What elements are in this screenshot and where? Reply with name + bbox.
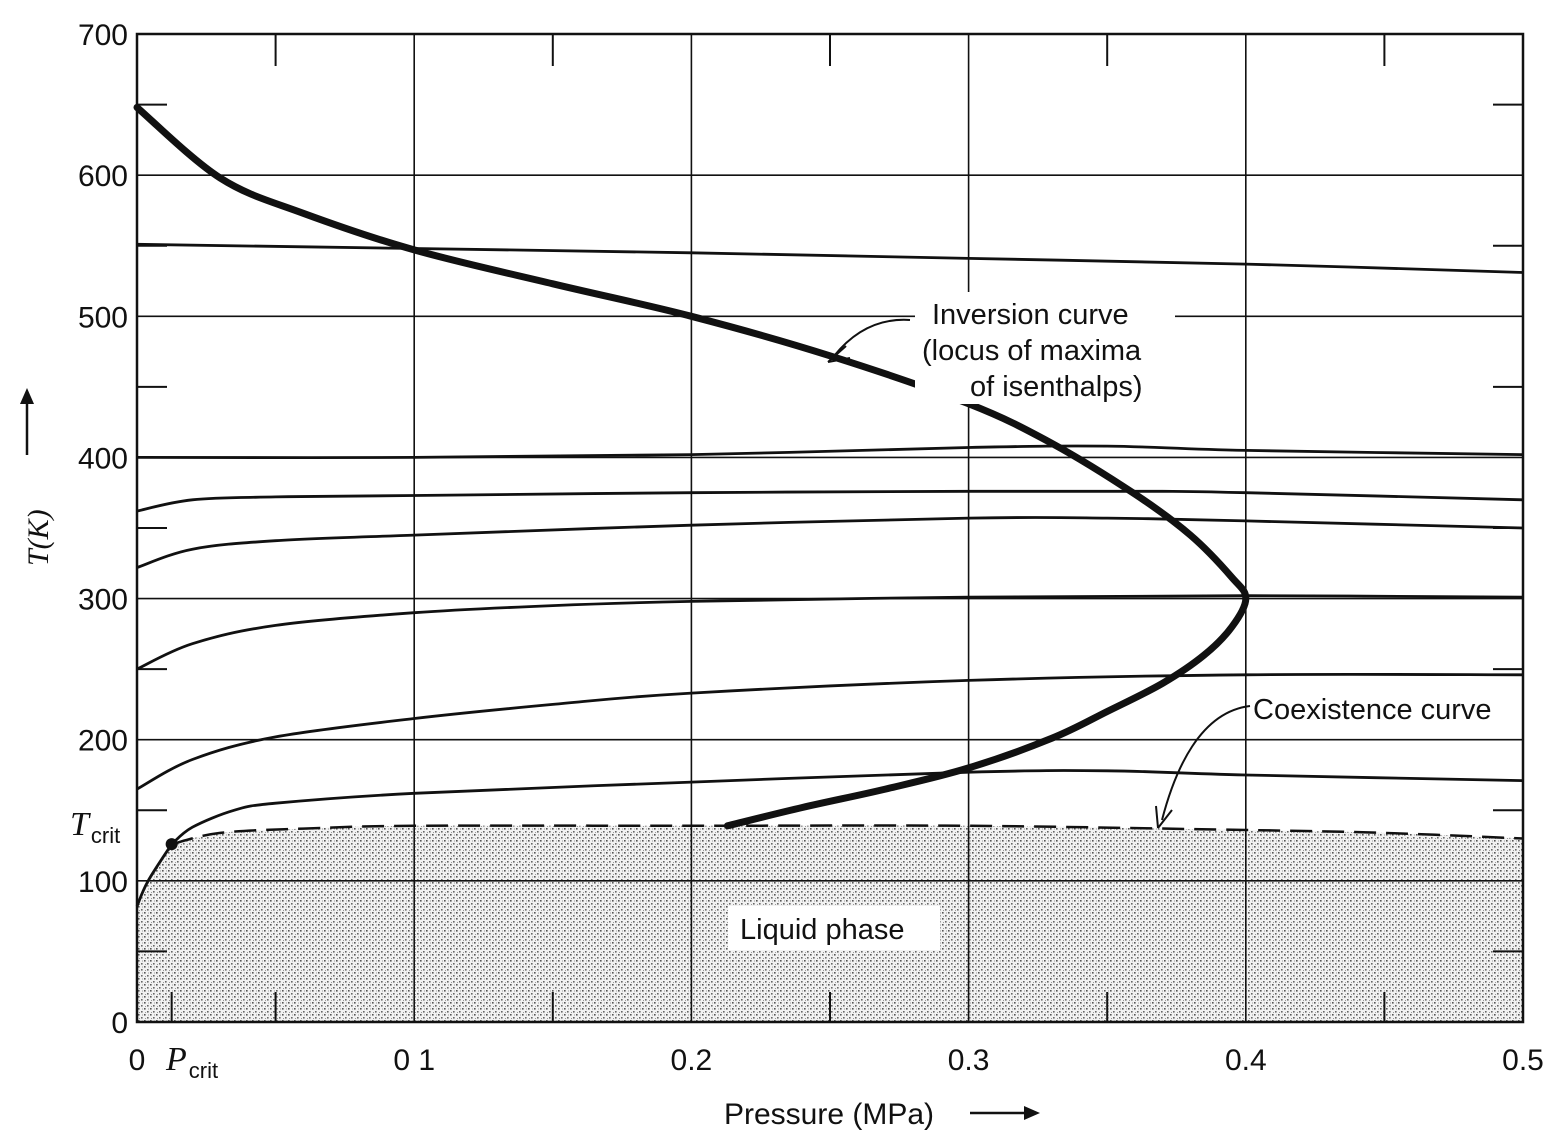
coexistence-pointer-arrow — [1161, 705, 1251, 821]
x-axis-title: Pressure (MPa) — [724, 1098, 934, 1131]
critical-low-branch — [135, 843, 173, 907]
x-tick-label: 0.3 — [948, 1044, 990, 1077]
coexistence-annotation: Coexistence curve — [1155, 690, 1520, 829]
inversion-pointer-head — [827, 345, 851, 363]
y-axis-arrow — [20, 388, 34, 455]
x-axis-arrow — [970, 1106, 1040, 1120]
coexistence-annotation-bg — [1252, 690, 1520, 730]
x-tick-label: 0.2 — [671, 1044, 713, 1077]
x-tick-label: 0.4 — [1225, 1044, 1267, 1077]
isenthalp-line-2 — [136, 444, 1524, 460]
inversion-annotation-line-3: of isenthalps) — [970, 371, 1143, 403]
y-tick-label: 600 — [78, 160, 128, 193]
y-tick-label: 200 — [78, 725, 128, 758]
coexistence-annotation-text: Coexistence curve — [1253, 694, 1492, 726]
isenthalp-line-1 — [136, 242, 1524, 274]
axis-labels: 0 0 1 0.2 0.3 0.4 0.5 0 100 200 300 400 500 600 700 — [78, 19, 1544, 1077]
y-tick-label: 100 — [78, 866, 128, 899]
x-tick-label: 0 — [129, 1044, 146, 1077]
x-tick-label: 0 1 — [393, 1044, 435, 1077]
isenthalp-line-3 — [136, 489, 1524, 513]
plot-frame — [135, 32, 1525, 1024]
inversion-annotation-line-2: (locus of maxima — [922, 335, 1142, 367]
y-tick-label: 0 — [111, 1007, 128, 1040]
y-tick-label: 700 — [78, 19, 128, 52]
liquid-annotation-text: Liquid phase — [740, 914, 904, 946]
liquid-annotation-bg — [728, 906, 940, 950]
inversion-annotation: Inversion curve (locus of maxima of isen… — [827, 292, 1175, 404]
y-tick-label: 500 — [78, 301, 128, 334]
tcrit-label: Tcrit — [70, 806, 120, 848]
inversion-pointer-arrow — [833, 318, 911, 357]
x-tick-label: 0.5 — [1502, 1044, 1544, 1077]
grid — [137, 34, 1523, 1022]
y-tick-label: 400 — [78, 442, 128, 475]
critical-point — [165, 838, 178, 851]
pcrit-label: Pcrit — [165, 1041, 218, 1083]
isenthalp-line-6 — [136, 672, 1524, 791]
inversion-curve — [133, 103, 1250, 830]
inversion-series — [133, 103, 1250, 830]
coexistence-series — [135, 824, 1524, 907]
coexistence-pointer-head — [1155, 805, 1173, 829]
y-axis-title: T(K) — [22, 509, 55, 566]
inversion-annotation-line-1: Inversion curve — [932, 299, 1129, 331]
inversion-annotation-bg — [915, 292, 1175, 404]
y-tick-label: 300 — [78, 584, 128, 617]
coexistence-curve — [171, 824, 1524, 846]
isenthalp-line-5 — [136, 594, 1524, 671]
isenthalp-line-7 — [170, 769, 1524, 846]
liquid-annotation: Liquid phase — [728, 906, 940, 950]
isenthalp-line-4 — [136, 516, 1524, 569]
isenthalp-series — [136, 242, 1524, 846]
